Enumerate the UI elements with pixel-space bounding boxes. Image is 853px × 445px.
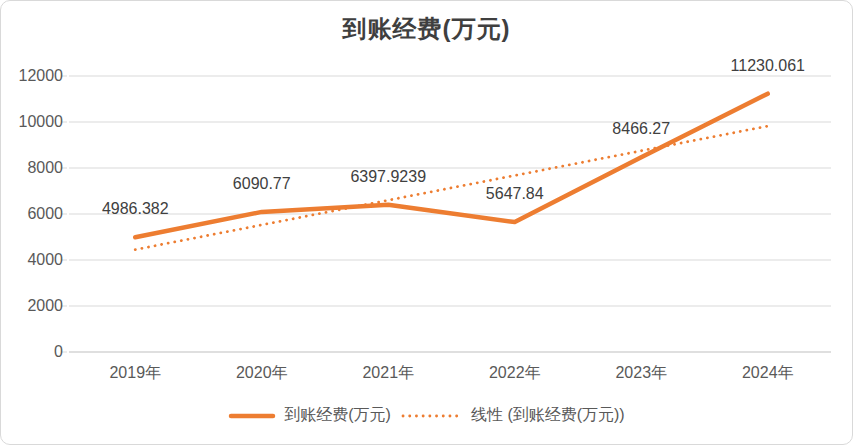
- legend-label: 到账经费(万元): [284, 405, 391, 426]
- legend-label: 线性 (到账经费(万元)): [471, 405, 625, 426]
- y-axis-tick-label: 2000: [1, 296, 63, 316]
- y-axis-tick-label: 12000: [1, 66, 63, 86]
- y-axis-tick-label: 0: [1, 342, 63, 362]
- y-axis-tick-label: 8000: [1, 158, 63, 178]
- y-axis-tick-label: 6000: [1, 204, 63, 224]
- data-label: 5647.84: [450, 185, 580, 203]
- legend: 到账经费(万元) 线性 (到账经费(万元)): [1, 405, 852, 426]
- x-axis-tick-label: 2019年: [80, 363, 190, 383]
- dotted-line-swatch-icon: [399, 412, 463, 420]
- data-label: 6397.9239: [323, 168, 453, 186]
- data-label: 6090.77: [197, 175, 327, 193]
- data-label: 11230.061: [703, 57, 833, 75]
- legend-item-series: 到账经费(万元): [228, 405, 391, 426]
- y-axis-tick-label: 10000: [1, 112, 63, 132]
- x-axis-tick-label: 2020年: [207, 363, 317, 383]
- x-axis-tick-label: 2022年: [460, 363, 570, 383]
- solid-line-swatch-icon: [228, 412, 276, 420]
- x-axis-tick-label: 2024年: [713, 363, 823, 383]
- data-label: 8466.27: [576, 120, 706, 138]
- legend-item-trendline: 线性 (到账经费(万元)): [399, 405, 625, 426]
- chart-container: 到账经费(万元) 0 2000 4000 6000 8000 10000 120…: [0, 0, 853, 445]
- data-label: 4986.382: [70, 200, 200, 218]
- y-axis-tick-label: 4000: [1, 250, 63, 270]
- x-axis-tick-label: 2021年: [333, 363, 443, 383]
- x-axis-tick-label: 2023年: [586, 363, 696, 383]
